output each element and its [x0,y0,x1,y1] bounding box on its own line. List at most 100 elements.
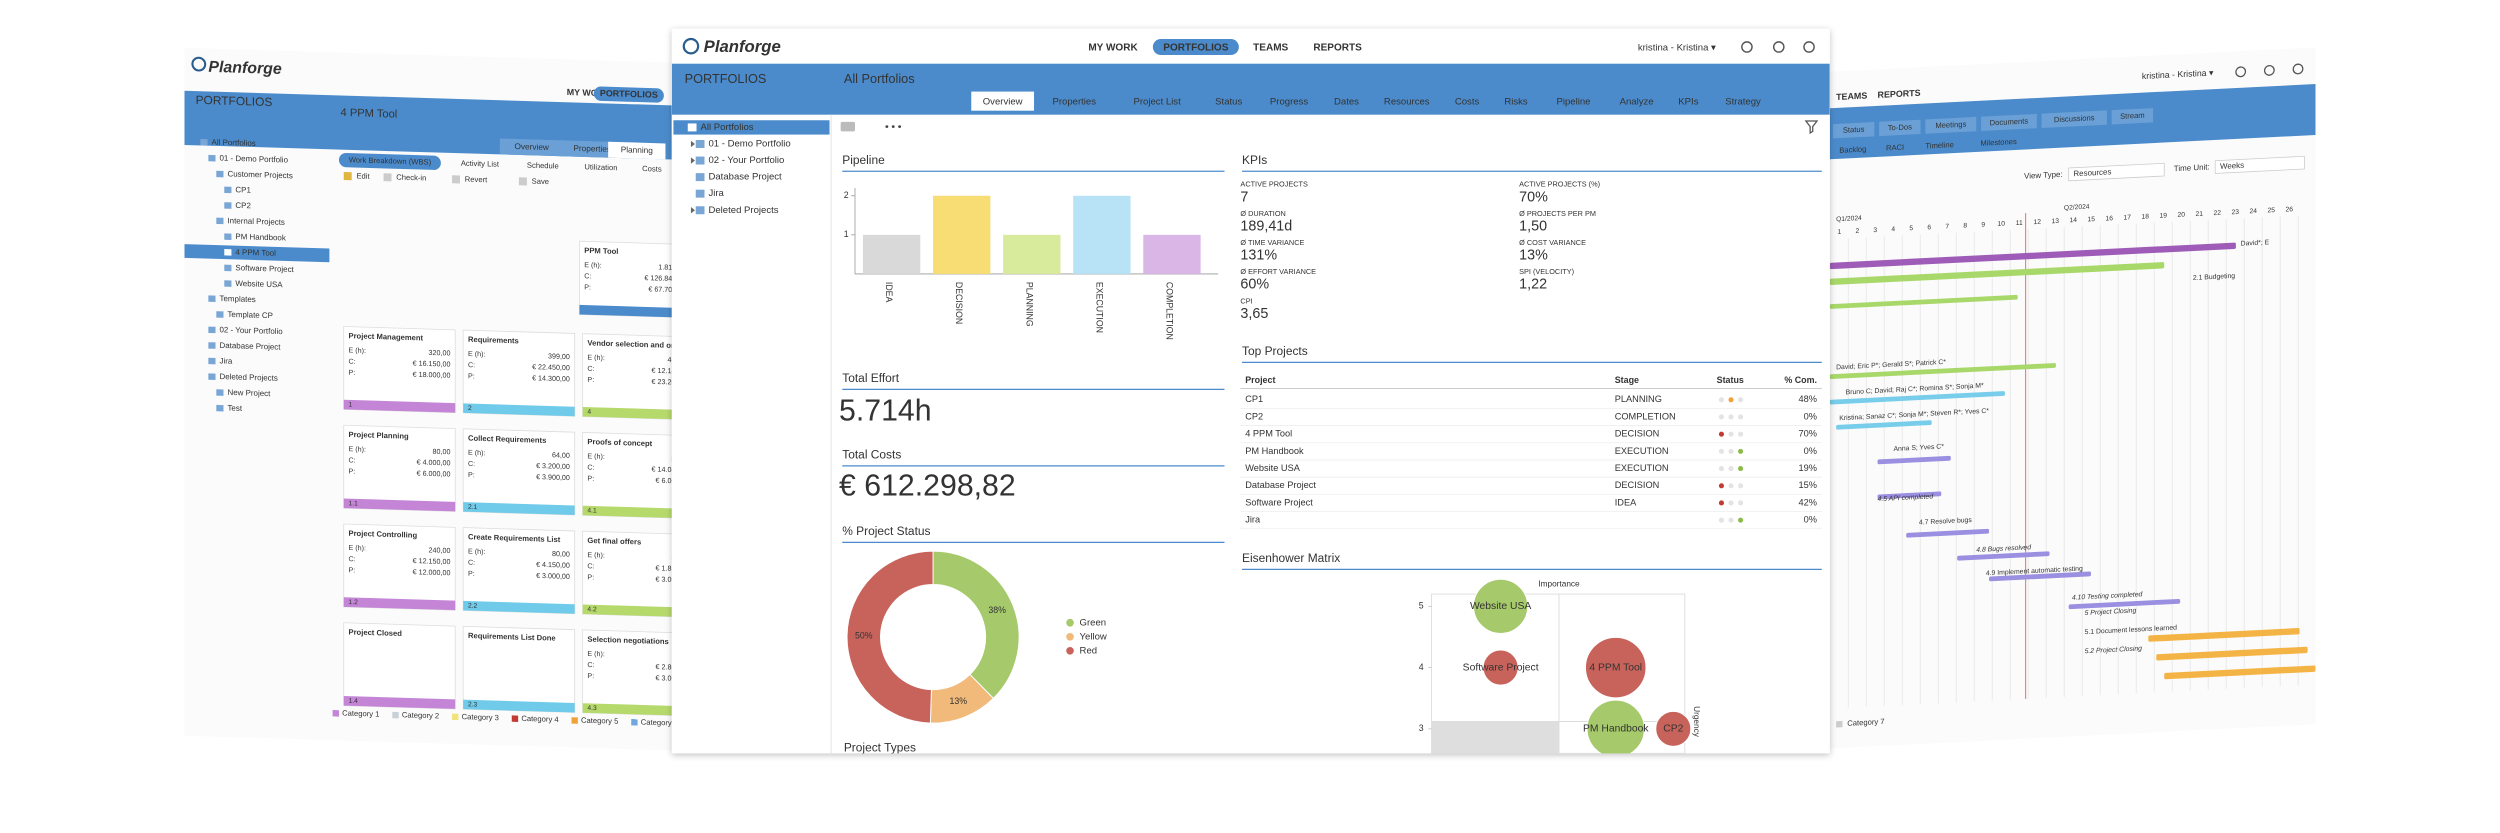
tree-item[interactable]: Jira [220,356,233,365]
card-bar [343,498,456,512]
tree-toggle [690,157,695,164]
toolbar-button[interactable]: Save [532,177,549,187]
subtab[interactable]: Backlog [1839,144,1866,154]
toolbar-button[interactable]: Check-in [396,173,426,183]
tree-item[interactable]: Jira [708,188,724,199]
y-tick-label: 1 [844,229,849,239]
week-label: 18 [2142,213,2150,220]
nav-item[interactable]: PORTFOLIOS [1163,42,1228,53]
tree-item[interactable]: CP1 [235,185,251,194]
filter-icon[interactable] [1804,120,1819,135]
subtab[interactable]: Activity List [461,159,500,169]
card-line-label: C: [587,661,594,669]
tree-item[interactable]: Database Project [220,341,282,352]
tab[interactable]: Progress [1270,96,1308,107]
tab[interactable]: Discussions [2054,113,2095,124]
header-icon[interactable] [1772,41,1785,53]
section-title: Total Costs [842,448,901,462]
subtab[interactable]: Costs [642,164,662,174]
tree-item[interactable]: Templates [220,294,256,304]
card-tag: 1.4 [349,698,359,705]
tree-item[interactable]: Website USA [235,279,283,289]
tree-item[interactable]: 4 PPM Tool [235,248,276,258]
tree-item[interactable]: Software Project [235,263,294,274]
nav-item[interactable]: PORTFOLIOS [600,88,658,100]
week-label: 20 [2178,212,2186,219]
y-tick-label: 3 [1419,723,1424,733]
tree-item[interactable]: Test [227,404,242,413]
tree-item[interactable]: 01 - Demo Portfolio [220,154,289,165]
nav-item[interactable]: MY WORK [567,87,611,98]
tab[interactable]: Status [1215,96,1242,107]
more-dot[interactable] [898,125,902,129]
subtab[interactable]: Schedule [527,161,559,171]
nav-item[interactable]: REPORTS [1878,88,1921,100]
table-header: Status [1717,375,1744,385]
tree-item[interactable]: All Portfolios [701,122,754,133]
card-line-label: P: [587,475,594,483]
table-cell: 70% [1799,429,1817,439]
tree-item[interactable]: PM Handbook [235,232,285,243]
tree-item[interactable]: Deleted Projects [220,372,278,383]
card-line-value: 240,00 [429,546,451,555]
tree-item[interactable]: 02 - Your Portfolio [220,325,284,336]
tree-item[interactable]: Customer Projects [227,169,292,180]
tab[interactable]: Overview [514,142,548,152]
header-icon[interactable] [1741,41,1753,53]
header-icon[interactable] [2235,66,2247,78]
subtab[interactable]: Utilization [584,162,617,172]
subtab[interactable]: Work Breakdown (WBS) [349,155,432,166]
tab[interactable]: Resources [1384,96,1430,107]
user-menu[interactable]: kristina - Kristina ▾ [1638,42,1716,53]
select[interactable] [2068,162,2165,182]
tab[interactable]: Status [1843,125,1865,135]
user-menu[interactable]: kristina - Kristina ▾ [2142,67,2214,81]
subtab[interactable]: RACI [1886,143,1904,153]
tab[interactable]: Strategy [1725,96,1761,107]
tab[interactable]: Pipeline [1556,96,1590,107]
tree-item[interactable]: Deleted Projects [708,205,778,216]
subtab[interactable]: Timeline [1925,140,1954,150]
print-icon[interactable] [840,121,856,132]
card-line-value: € 3.000,00 [656,674,690,683]
header-icon[interactable] [2292,63,2304,75]
tree-item[interactable]: 01 - Demo Portfolio [708,138,790,149]
tab[interactable]: Properties [573,144,611,154]
tab[interactable]: To-Dos [1888,122,1912,132]
tab[interactable]: Costs [1455,96,1480,107]
tab[interactable]: KPIs [1678,96,1698,107]
toolbar-button[interactable]: Revert [465,175,488,185]
tree-item[interactable]: 02 - Your Portfolio [708,155,784,166]
tree-item[interactable]: CP2 [235,201,251,210]
tab[interactable]: Meetings [1935,120,1966,131]
tab[interactable]: Analyze [1620,96,1654,107]
gantt-bar [1829,242,2236,270]
tab[interactable]: Overview [983,96,1023,107]
tree-item[interactable]: Template CP [227,310,273,320]
tree-item[interactable]: Internal Projects [227,216,284,227]
toolbar-button[interactable]: Edit [356,171,370,180]
tab[interactable]: Stream [2120,111,2145,121]
tree-item[interactable]: Database Project [708,172,782,183]
tree-item[interactable]: New Project [227,388,271,398]
more-dot[interactable] [891,125,895,129]
tab[interactable]: Dates [1334,96,1359,107]
tab[interactable]: Properties [1052,96,1096,107]
subtab[interactable]: Milestones [1980,137,2017,148]
tab[interactable]: Planning [621,145,654,155]
gantt-label: 4.5 API completed [1878,493,1934,503]
legend-swatch [332,710,339,717]
select[interactable] [2214,155,2305,174]
nav-item[interactable]: TEAMS [1836,90,1867,102]
tab[interactable]: Documents [1990,116,2029,127]
header-icon[interactable] [1803,41,1815,53]
nav-item[interactable]: TEAMS [1253,42,1288,53]
header-icon[interactable] [2263,64,2275,76]
tab[interactable]: Risks [1504,96,1528,107]
right-screen: TEAMS REPORTS kristina - Kristina ▾ Status T… [1829,47,2316,749]
tree-item[interactable]: All Portfolios [212,138,256,148]
more-dot[interactable] [885,125,889,129]
nav-item[interactable]: MY WORK [1088,42,1138,53]
nav-item[interactable]: REPORTS [1313,42,1362,53]
tab[interactable]: Project List [1134,96,1182,107]
